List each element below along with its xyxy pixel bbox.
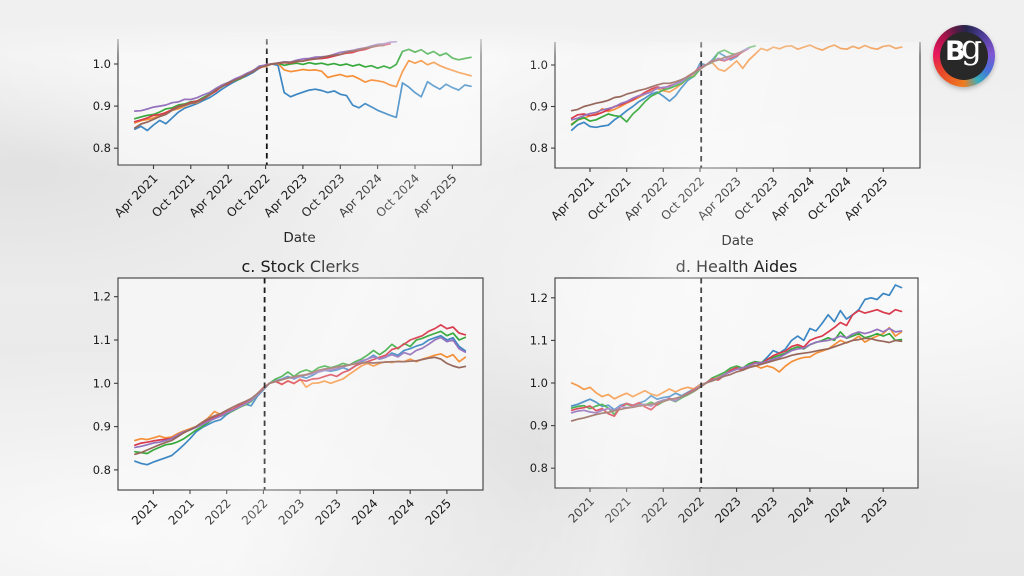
y-tick-label: 1.0: [93, 57, 111, 71]
brand-logo: B g: [933, 25, 995, 87]
x-tick-label: 2024: [786, 494, 817, 525]
y-tick-label: 0.9: [530, 419, 548, 433]
axes-spines: [554, 42, 921, 169]
y-tick-label: 0.9: [530, 100, 548, 114]
chart-d-health-aides: d. Health Aides 0.8 0.9 1.0 1.1 1.2 2021 2021 2…: [520, 256, 960, 576]
x-tick-label: 2023: [712, 494, 743, 525]
x-tick-label: 2021: [566, 494, 597, 525]
x-tick-label: 2024: [349, 496, 380, 527]
chart-d-title: d. Health Aides: [675, 257, 798, 276]
x-tick-label: 2023: [749, 494, 780, 525]
y-tick-label: 0.9: [93, 420, 111, 434]
chart-a-xlabel: Date: [283, 230, 316, 246]
y-tick-label: 1.0: [530, 58, 548, 72]
chart-c-stock-clerks: c. Stock Clerks 0.8 0.9 1.0 1.1 1.2 2021 2021 2…: [80, 256, 500, 576]
plot-area: [555, 278, 918, 488]
x-tick-label: 2021: [166, 496, 197, 527]
x-tick-label: 2022: [639, 494, 670, 525]
y-tick-label: 0.8: [530, 461, 548, 475]
series-line-green: [134, 330, 467, 455]
chart-a: 0.8 0.9 1.0 Apr 2021 Oct 2021 Apr 2022 Oct 202…: [80, 0, 500, 256]
y-tick-label: 1.0: [93, 376, 111, 390]
x-tick-label: 2022: [676, 494, 707, 525]
chart-c-title: c. Stock Clerks: [241, 257, 360, 276]
series-line-blue: [133, 63, 472, 132]
chart-b: 0.8 0.9 1.0 Apr 2021 Oct 2021 Apr 2022 Oct 202…: [520, 0, 940, 256]
x-tick-label: 2023: [312, 496, 343, 527]
x-tick-label: 2022: [239, 496, 270, 527]
y-tick-label: 0.8: [93, 141, 111, 155]
y-tick-label: 1.0: [530, 376, 548, 390]
x-tick-label: 2021: [129, 496, 160, 527]
plot-area: [118, 278, 483, 490]
chart-b-xlabel: Date: [721, 233, 754, 249]
x-tick-label: 2023: [276, 496, 307, 527]
y-tick-label: 1.2: [530, 291, 548, 305]
y-tick-label: 1.1: [93, 333, 111, 347]
series-line-purple: [570, 47, 750, 121]
x-tick-label: 2025: [423, 496, 454, 527]
logo-letter-g: g: [961, 27, 983, 66]
x-tick-label: 2025: [859, 494, 890, 525]
y-tick-label: 0.8: [530, 141, 548, 155]
axes-spines: [117, 39, 482, 166]
x-tick-label: 2021: [602, 494, 633, 525]
y-tick-label: 0.9: [93, 99, 111, 113]
x-tick-label: 2024: [386, 496, 417, 527]
series-line-red: [570, 308, 903, 418]
y-tick-label: 0.8: [93, 463, 111, 477]
series-line-brown: [570, 50, 744, 112]
x-tick-label: 2022: [202, 496, 233, 527]
y-tick-label: 1.1: [530, 333, 548, 347]
series-line-brown: [570, 337, 903, 422]
x-tick-label: 2024: [822, 494, 853, 525]
series-line-brown: [134, 356, 467, 456]
y-tick-label: 1.2: [93, 290, 111, 304]
